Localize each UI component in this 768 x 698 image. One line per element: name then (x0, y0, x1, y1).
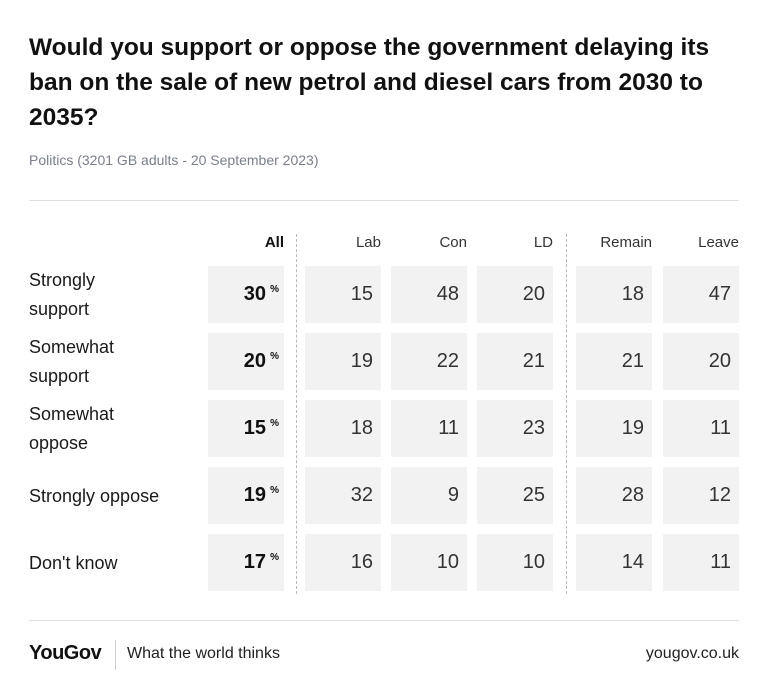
cell-value: 21 (621, 350, 644, 372)
bottom-divider (29, 620, 739, 621)
column-header-lab: Lab (355, 234, 381, 251)
cell-value: 20 (522, 283, 545, 305)
cell-strongly-support-ld: 20 (477, 266, 553, 323)
cell-value: 11 (710, 417, 731, 439)
cell-value: 25 (522, 484, 545, 506)
cell-value: 15 (243, 417, 266, 439)
percent-sign: % (270, 418, 279, 429)
cell-don-t-know-ld: 10 (477, 534, 553, 591)
cell-value: 17 (243, 551, 266, 573)
column-header-ld: LD (533, 234, 553, 251)
percent-sign: % (270, 284, 279, 295)
cell-value: 19 (243, 484, 266, 506)
percent-sign: % (270, 351, 279, 362)
cell-value: 9 (447, 484, 459, 506)
row-label-somewhat-oppose: Somewhat oppose (29, 404, 115, 453)
cell-somewhat-support-lab: 19 (305, 333, 381, 390)
cell-strongly-oppose-con: 9 (391, 467, 467, 524)
column-header-leave: Leave (698, 234, 739, 251)
top-divider (29, 200, 739, 201)
cell-value: 21 (522, 350, 545, 372)
cell-value: 19 (350, 350, 373, 372)
cell-value: 10 (522, 551, 545, 573)
cell-strongly-support-leave: 47 (663, 266, 739, 323)
cell-strongly-support-con: 48 (391, 266, 467, 323)
cell-somewhat-support-con: 22 (391, 333, 467, 390)
column-header-remain: Remain (600, 234, 652, 251)
cell-somewhat-oppose-ld: 23 (477, 400, 553, 457)
cell-value: 15 (350, 283, 373, 305)
cell-don-t-know-leave: 11 (663, 534, 739, 591)
percent-sign: % (270, 552, 279, 563)
yougov-logo: YouGov (29, 642, 102, 664)
cell-value: 18 (350, 417, 373, 439)
cell-somewhat-oppose-con: 11 (391, 400, 467, 457)
cell-don-t-know-con: 10 (391, 534, 467, 591)
cell-value: 47 (708, 283, 731, 305)
party-vote-divider (566, 234, 567, 594)
cell-value: 11 (710, 551, 731, 573)
percent-sign: % (270, 485, 279, 496)
cell-strongly-support-lab: 15 (305, 266, 381, 323)
footer-url[interactable]: yougov.co.uk (645, 645, 739, 662)
cell-value: 30 (243, 283, 266, 305)
cell-value: 48 (436, 283, 459, 305)
cell-value: 11 (438, 417, 459, 439)
cell-somewhat-support-leave: 20 (663, 333, 739, 390)
cell-don-t-know-lab: 16 (305, 534, 381, 591)
cell-strongly-oppose-remain: 28 (576, 467, 652, 524)
row-label-somewhat-support: Somewhat support (29, 337, 115, 386)
cell-value: 32 (350, 484, 373, 506)
column-header-con: Con (439, 234, 467, 251)
cell-strongly-oppose-all: 19% (208, 467, 284, 524)
cell-value: 22 (436, 350, 459, 372)
cell-somewhat-support-ld: 21 (477, 333, 553, 390)
cell-somewhat-support-all: 20% (208, 333, 284, 390)
cell-value: 23 (522, 417, 545, 439)
cell-value: 14 (621, 551, 644, 573)
cell-don-t-know-all: 17% (208, 534, 284, 591)
row-label-strongly-oppose: Strongly oppose (29, 486, 160, 506)
cell-strongly-oppose-ld: 25 (477, 467, 553, 524)
chart-subtitle: Politics (3201 GB adults - 20 September … (29, 152, 319, 168)
cell-value: 16 (350, 551, 373, 573)
footer-separator (115, 640, 116, 670)
all-column-divider (296, 234, 297, 594)
cell-somewhat-oppose-leave: 11 (663, 400, 739, 457)
cell-somewhat-oppose-lab: 18 (305, 400, 381, 457)
cell-value: 19 (621, 417, 644, 439)
row-label-don-t-know: Don't know (29, 553, 118, 573)
column-header-all: All (264, 234, 284, 251)
cell-value: 20 (243, 350, 266, 372)
cell-value: 12 (708, 484, 731, 506)
cell-somewhat-oppose-all: 15% (208, 400, 284, 457)
cell-value: 10 (436, 551, 459, 573)
cell-strongly-oppose-leave: 12 (663, 467, 739, 524)
cell-strongly-support-all: 30% (208, 266, 284, 323)
cell-somewhat-support-remain: 21 (576, 333, 652, 390)
cell-strongly-support-remain: 18 (576, 266, 652, 323)
row-label-strongly-support: Strongly support (29, 270, 96, 319)
cell-value: 18 (621, 283, 644, 305)
cell-strongly-oppose-lab: 32 (305, 467, 381, 524)
chart-title: Would you support or oppose the governme… (29, 34, 710, 131)
footer-tagline: What the world thinks (127, 645, 280, 662)
cell-value: 20 (708, 350, 731, 372)
cell-somewhat-oppose-remain: 19 (576, 400, 652, 457)
cell-value: 28 (621, 484, 644, 506)
cell-don-t-know-remain: 14 (576, 534, 652, 591)
